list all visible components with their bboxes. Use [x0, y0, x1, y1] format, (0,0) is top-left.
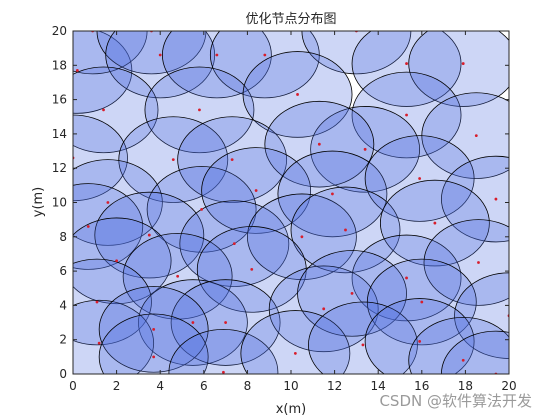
- sensor-node: [474, 134, 478, 138]
- sensor-node: [322, 307, 326, 311]
- sensor-node: [405, 113, 408, 117]
- sensor-node: [350, 291, 354, 295]
- y-tick-label: 10: [52, 196, 67, 210]
- sensor-node: [232, 242, 236, 246]
- coverage-circle: [408, 31, 509, 107]
- sensor-node: [191, 321, 195, 324]
- coverage-circle: [161, 31, 272, 99]
- y-tick-label: 20: [52, 24, 67, 38]
- sensor-node: [152, 355, 156, 359]
- y-tick-label: 16: [52, 93, 67, 107]
- sensor-node: [296, 93, 299, 96]
- coverage-circle: [240, 310, 351, 374]
- sensor-node: [461, 358, 465, 362]
- coverage-circle: [308, 301, 418, 374]
- sensor-node: [102, 108, 105, 112]
- sensor-node: [331, 192, 334, 196]
- sensor-node: [405, 276, 408, 280]
- x-tick-label: 4: [156, 379, 164, 393]
- sensor-node: [494, 197, 498, 201]
- x-axis-label: x(m): [276, 402, 307, 417]
- x-tick-label: 2: [113, 379, 121, 393]
- y-axis-label: y(m): [31, 187, 46, 218]
- y-tick-label: 6: [59, 264, 67, 278]
- sensor-node: [461, 62, 465, 65]
- y-tick-label: 18: [52, 58, 67, 72]
- coverage-circles: [73, 31, 509, 374]
- y-tick-label: 14: [52, 127, 67, 141]
- y-tick-label: 12: [52, 161, 67, 175]
- x-tick-label: 16: [414, 379, 429, 393]
- sensor-node: [97, 341, 101, 345]
- coverage-circle: [73, 66, 159, 154]
- chart-title: 优化节点分布图: [245, 12, 336, 27]
- sensor-node: [250, 267, 254, 271]
- sensor-node: [222, 370, 225, 374]
- sensor-node: [254, 189, 258, 192]
- sensor-node: [200, 207, 204, 211]
- sensor-node: [300, 235, 304, 239]
- sensor-node: [230, 158, 234, 162]
- coverage-circle: [168, 329, 279, 374]
- sensor-node: [317, 142, 321, 146]
- sensor-node: [86, 225, 90, 228]
- coverage-circle: [73, 217, 172, 305]
- sensor-node: [147, 233, 151, 237]
- sensor-node: [198, 108, 201, 112]
- x-tick-label: 10: [283, 379, 298, 393]
- x-tick-label: 8: [244, 379, 252, 393]
- coverage-circle: [98, 313, 209, 374]
- sensor-node: [433, 221, 437, 225]
- y-tick-label: 8: [59, 230, 67, 244]
- sensor-node: [115, 259, 118, 263]
- coverage-circle: [73, 159, 163, 246]
- y-tick-label: 2: [59, 333, 67, 347]
- sensor-node: [361, 343, 365, 347]
- plot-area-background: [73, 31, 509, 374]
- coverage-circle: [423, 219, 509, 306]
- sensor-node: [171, 158, 175, 162]
- sensor-node: [293, 352, 297, 355]
- x-tick-label: 18: [458, 379, 473, 393]
- sensor-node: [95, 300, 99, 304]
- y-tick-label: 0: [59, 367, 67, 381]
- coverage-circle: [105, 31, 216, 99]
- sensor-node: [405, 62, 408, 65]
- axis-ticks: 0 2 4 6 8 10 12 14 16 18 20 0 2 4 6 8 10 12 14 16 18 20: [52, 24, 517, 393]
- coverage-circle: [73, 31, 133, 114]
- sensor-node: [152, 328, 156, 331]
- sensor-node: [263, 53, 267, 57]
- x-tick-label: 20: [501, 379, 516, 393]
- sensor-node: [215, 53, 219, 57]
- coverage-circle: [73, 183, 144, 270]
- sensor-node: [224, 321, 228, 324]
- sensor-node: [344, 228, 347, 232]
- sensor-node: [418, 177, 422, 180]
- sensor-node: [75, 69, 79, 72]
- watermark: CSDN @软件算法开发: [379, 392, 532, 410]
- y-tick-label: 4: [59, 298, 67, 312]
- x-tick-label: 14: [371, 379, 386, 393]
- x-tick-label: 6: [200, 379, 208, 393]
- coverage-circle: [408, 317, 509, 374]
- sensor-node: [477, 261, 480, 264]
- sensor-node: [363, 147, 367, 151]
- coverage-circle: [73, 114, 128, 202]
- sensor-node: [418, 340, 422, 343]
- x-tick-label: 12: [327, 379, 342, 393]
- coverage-circle: [301, 31, 412, 75]
- sensor-node: [158, 53, 162, 57]
- sensor-node: [176, 274, 180, 278]
- x-tick-label: 0: [69, 379, 77, 393]
- coverage-circle: [73, 299, 155, 374]
- coverage-circle: [441, 330, 509, 374]
- coverage-circle: [351, 31, 462, 107]
- coverage-circle: [96, 31, 207, 75]
- sensor-node: [106, 201, 110, 204]
- coverage-circle: [73, 31, 148, 75]
- sensor-node: [420, 300, 424, 304]
